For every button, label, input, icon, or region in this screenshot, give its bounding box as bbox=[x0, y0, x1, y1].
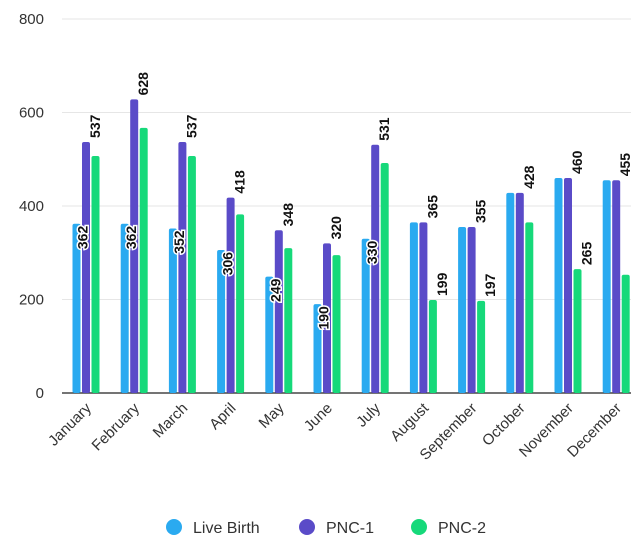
y-tick-label: 600 bbox=[19, 105, 44, 122]
legend-swatch bbox=[411, 519, 427, 535]
bar-live-birth-december[interactable] bbox=[602, 180, 611, 393]
bar-pnc-2-april[interactable] bbox=[236, 214, 245, 393]
data-label-pnc-1: 320 bbox=[328, 216, 344, 240]
x-category-label: April bbox=[206, 400, 239, 433]
bar-pnc-1-march[interactable] bbox=[178, 141, 187, 393]
data-label-pnc-1: 460 bbox=[569, 150, 585, 174]
data-label-pnc-1: 531 bbox=[376, 117, 392, 141]
x-category-label: February bbox=[89, 399, 144, 454]
data-label-live-birth: 249 bbox=[268, 278, 284, 302]
bar-live-birth-september[interactable] bbox=[458, 227, 467, 393]
y-tick-label: 400 bbox=[19, 198, 44, 215]
data-label-pnc-1: 628 bbox=[135, 72, 151, 96]
legend-item-pnc-2[interactable]: PNC-2 bbox=[411, 519, 486, 537]
data-label-live-birth: 362 bbox=[75, 226, 91, 250]
x-category-label: August bbox=[387, 399, 433, 445]
bar-live-birth-february[interactable] bbox=[120, 223, 129, 393]
bar-live-birth-april[interactable] bbox=[217, 249, 226, 393]
bar-live-birth-august[interactable] bbox=[409, 222, 418, 393]
data-label-pnc-2: 197 bbox=[482, 273, 498, 297]
bar-live-birth-march[interactable] bbox=[168, 228, 177, 393]
x-category-label: July bbox=[353, 399, 384, 430]
gridlines bbox=[62, 18, 631, 394]
bar-pnc-2-november[interactable] bbox=[573, 269, 582, 393]
legend-label: PNC-2 bbox=[438, 520, 486, 537]
bar-pnc-1-june[interactable] bbox=[323, 243, 331, 393]
bar-pnc-1-may[interactable] bbox=[274, 230, 283, 393]
legend-label: PNC-1 bbox=[326, 520, 374, 537]
bar-pnc-2-may[interactable] bbox=[284, 248, 293, 393]
data-label-live-birth: 306 bbox=[219, 252, 235, 276]
bar-pnc-2-march[interactable] bbox=[187, 155, 196, 393]
bar-live-birth-june[interactable] bbox=[313, 304, 322, 393]
bar-pnc-1-november[interactable] bbox=[564, 177, 572, 393]
data-label-pnc-2: 199 bbox=[434, 272, 450, 296]
data-label-live-birth: 362 bbox=[123, 226, 139, 250]
data-label-pnc-1: 537 bbox=[87, 114, 103, 138]
legend-item-pnc-1[interactable]: PNC-1 bbox=[299, 519, 374, 537]
bar-pnc-1-september[interactable] bbox=[467, 227, 476, 393]
data-label-live-birth: 352 bbox=[171, 230, 187, 254]
x-category-label: June bbox=[301, 400, 336, 435]
legend-swatch bbox=[299, 519, 315, 535]
bar-pnc-2-january[interactable] bbox=[91, 155, 100, 393]
bar-pnc-1-january[interactable] bbox=[82, 141, 90, 393]
bar-pnc-1-august[interactable] bbox=[419, 222, 428, 393]
y-tick-label: 0 bbox=[36, 385, 44, 402]
data-label-live-birth: 190 bbox=[316, 306, 332, 330]
data-label-pnc-1: 455 bbox=[617, 153, 631, 177]
bar-pnc-2-july[interactable] bbox=[380, 162, 389, 393]
y-axis-ticks: 0 200 400 600 800 bbox=[19, 11, 44, 402]
x-category-label: March bbox=[150, 400, 191, 441]
bar-live-birth-july[interactable] bbox=[361, 238, 370, 393]
bar-pnc-2-june[interactable] bbox=[332, 255, 341, 393]
bar-pnc-1-april[interactable] bbox=[226, 197, 235, 393]
bar-live-birth-january[interactable] bbox=[72, 223, 81, 393]
data-label-pnc-1: 428 bbox=[521, 165, 537, 189]
data-label-pnc-2: 265 bbox=[579, 242, 595, 266]
data-label-pnc-1: 348 bbox=[280, 203, 296, 227]
data-labels: 362 537 362 628 352 537 306 418 249 348 190 320 330 5… bbox=[73, 72, 631, 331]
x-category-label: May bbox=[256, 399, 288, 431]
data-label-pnc-1: 418 bbox=[232, 170, 248, 194]
legend-item-live-birth[interactable]: Live Birth bbox=[166, 519, 260, 537]
bar-pnc-2-october[interactable] bbox=[525, 222, 534, 393]
bar-pnc-1-july[interactable] bbox=[371, 144, 380, 393]
y-tick-label: 800 bbox=[19, 11, 44, 28]
bar-pnc-1-december[interactable] bbox=[612, 180, 621, 393]
bar-pnc-1-february[interactable] bbox=[130, 99, 139, 393]
bar-pnc-1-october[interactable] bbox=[515, 192, 524, 393]
bars bbox=[72, 99, 630, 394]
y-tick-label: 200 bbox=[19, 292, 44, 309]
legend[interactable]: Live Birth PNC-1 PNC-2 bbox=[166, 519, 486, 537]
legend-label: Live Birth bbox=[193, 520, 260, 537]
data-label-live-birth: 330 bbox=[364, 241, 380, 265]
data-label-pnc-1: 355 bbox=[473, 199, 489, 223]
bar-live-birth-october[interactable] bbox=[506, 192, 515, 393]
bar-pnc-2-december[interactable] bbox=[621, 274, 630, 393]
bar-live-birth-may[interactable] bbox=[265, 276, 274, 393]
bar-live-birth-november[interactable] bbox=[554, 177, 563, 393]
data-label-pnc-1: 365 bbox=[424, 195, 440, 219]
bar-pnc-2-february[interactable] bbox=[139, 127, 148, 394]
bar-pnc-2-september[interactable] bbox=[477, 300, 486, 393]
bar-pnc-2-august[interactable] bbox=[428, 299, 437, 393]
data-label-pnc-1: 537 bbox=[183, 114, 199, 138]
legend-swatch bbox=[166, 519, 182, 535]
